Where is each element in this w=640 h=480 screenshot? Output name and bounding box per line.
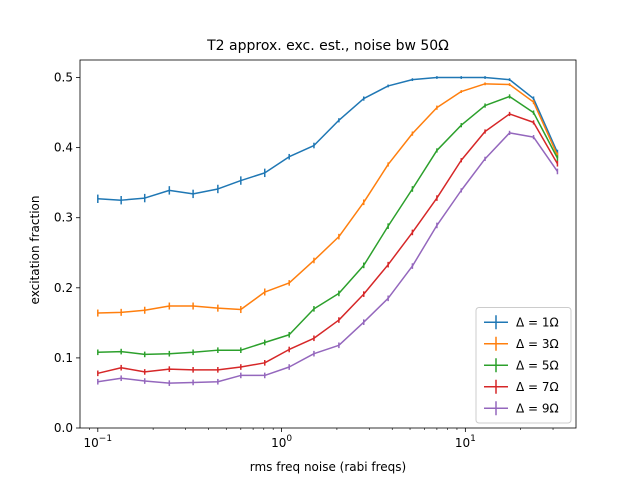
- y-axis-label: excitation fraction: [28, 196, 42, 305]
- legend-entry-2: Δ = 3Ω: [484, 336, 559, 351]
- series-3: [97, 94, 559, 358]
- series-line: [97, 95, 559, 356]
- x-tick-label: 10−1: [84, 434, 113, 450]
- y-axis: 0.0 0.1 0.2 0.3 0.4 0.5: [54, 71, 80, 435]
- series-4: [97, 111, 559, 377]
- x-axis-label: rms freq noise (rabi freqs): [250, 460, 406, 474]
- y-tick-label: 0.1: [54, 351, 73, 365]
- chart-title: T2 approx. exc. est., noise bw 50Ω: [206, 38, 449, 54]
- series-line: [97, 132, 559, 384]
- legend-entry-1: Δ = 1Ω: [484, 315, 559, 330]
- legend-box: [475, 307, 572, 424]
- legend-label: Δ = 5Ω: [516, 358, 559, 372]
- y-tick-label: 0.0: [54, 421, 73, 435]
- y-tick-label: 0.3: [54, 211, 73, 225]
- series-2: [97, 82, 559, 317]
- series-5: [97, 130, 559, 386]
- series-1: [97, 76, 559, 205]
- y-tick-label: 0.4: [54, 141, 73, 155]
- series-line: [97, 113, 559, 375]
- legend-label: Δ = 1Ω: [516, 315, 559, 329]
- x-axis: 10−1 100 101: [84, 428, 554, 450]
- legend-entry-5: Δ = 9Ω: [484, 401, 559, 416]
- legend-entry-3: Δ = 5Ω: [484, 358, 559, 373]
- legend-entry-4: Δ = 7Ω: [484, 379, 559, 394]
- legend-label: Δ = 3Ω: [516, 337, 559, 351]
- series-line: [97, 83, 559, 314]
- series-line: [97, 76, 559, 201]
- plot-area: [79, 59, 577, 429]
- x-tick-label: 101: [455, 434, 476, 450]
- legend: Δ = 1Ω Δ = 3Ω Δ = 5Ω Δ = 7Ω Δ = 9Ω: [475, 307, 572, 424]
- axes-frame: [79, 59, 577, 429]
- legend-label: Δ = 7Ω: [516, 380, 559, 394]
- x-tick-label: 100: [271, 434, 292, 450]
- y-tick-label: 0.5: [54, 71, 73, 85]
- legend-label: Δ = 9Ω: [516, 401, 559, 415]
- y-tick-label: 0.2: [54, 281, 73, 295]
